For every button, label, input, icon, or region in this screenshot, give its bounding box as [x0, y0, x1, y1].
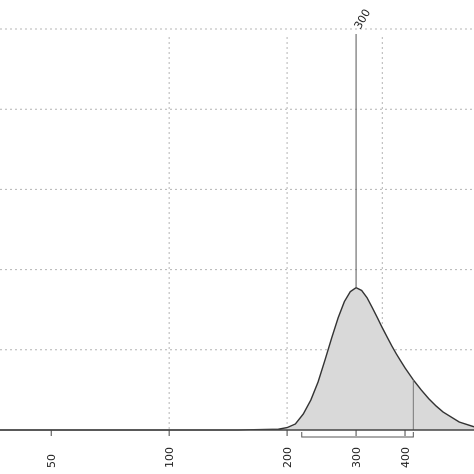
- x-tick-label: 200: [281, 447, 294, 468]
- x-tick-label: 400: [399, 447, 412, 468]
- interval-bracket: [301, 432, 414, 438]
- series-area: [0, 287, 474, 430]
- x-tick-label: 300: [350, 447, 363, 468]
- series-line: [0, 286, 474, 431]
- x-tick-label: 50: [45, 454, 58, 468]
- peak-label: 300: [351, 7, 373, 32]
- x-tick-label: 100: [163, 447, 176, 468]
